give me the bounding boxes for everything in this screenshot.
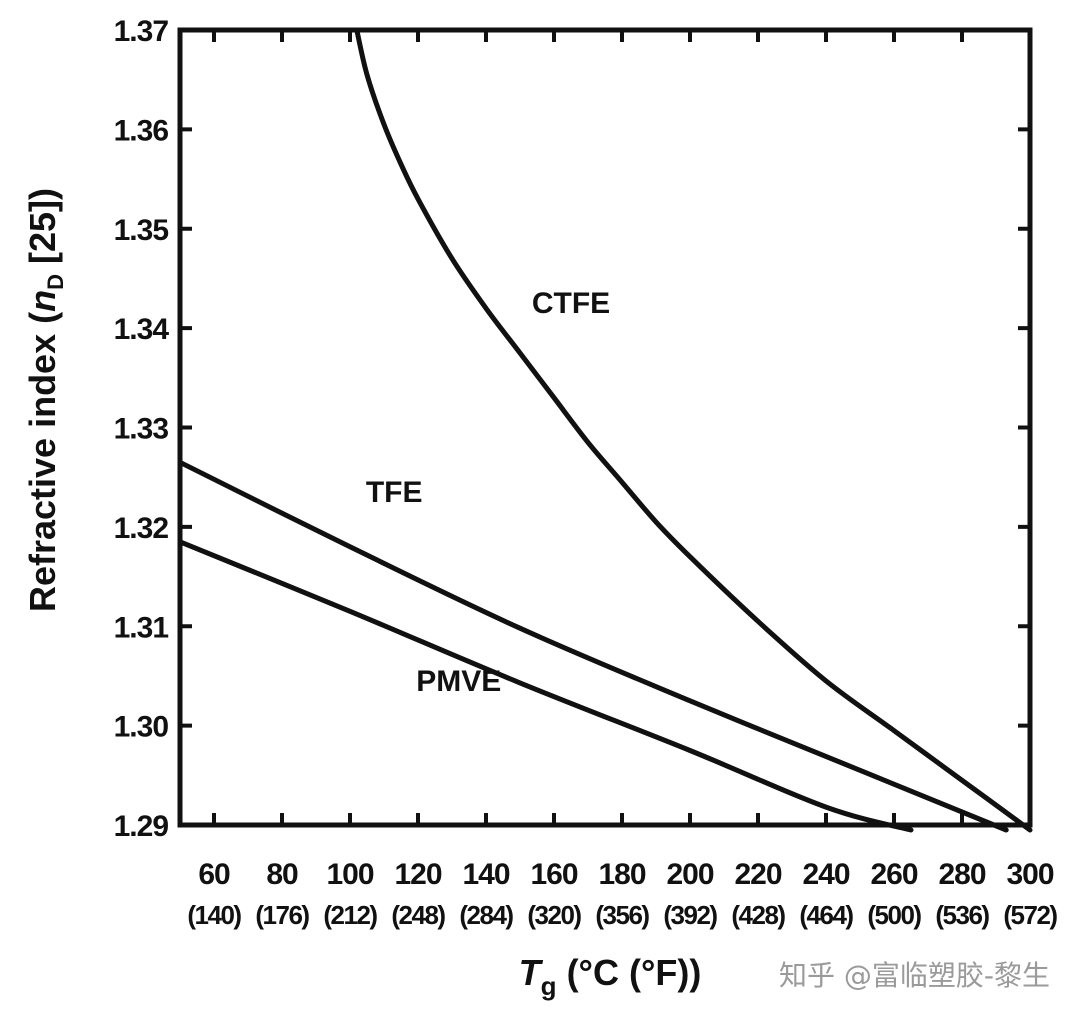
y-axis-title-sub: D <box>43 274 68 290</box>
x-tick-label-celsius: 220 <box>734 858 781 891</box>
x-tick-label-celsius: 180 <box>598 858 645 891</box>
x-tick-label-fahrenheit: (572) <box>1003 900 1057 930</box>
x-tick-label-celsius: 200 <box>666 858 713 891</box>
y-axis-title-italic: n <box>22 290 63 312</box>
series-annotations: CTFE TFE PMVE <box>366 287 610 698</box>
y-tick-label: 1.36 <box>114 114 169 147</box>
x-axis-ticks: 60 (140) 80 (176) 100 (212) 120 (248) 140 (284) 16… <box>187 30 1059 930</box>
x-tick-label-celsius: 100 <box>326 858 373 891</box>
x-axis-title-rest: (°C (°F)) <box>557 952 702 993</box>
x-tick-label-fahrenheit: (212) <box>323 900 377 930</box>
y-tick-label: 1.30 <box>114 711 169 744</box>
x-tick-label-fahrenheit: (320) <box>527 900 581 930</box>
series-lines <box>177 27 1033 833</box>
y-axis-title-rest: [25]) <box>22 188 63 274</box>
y-axis-title: Refractive index (nD [25]) <box>22 188 68 612</box>
y-tick-label: 1.29 <box>114 810 169 843</box>
x-axis-title: Tg (°C (°F)) <box>519 952 702 1001</box>
x-tick-label-fahrenheit: (356) <box>595 900 649 930</box>
series-label-ctfe: CTFE <box>532 287 610 320</box>
x-tick-label-fahrenheit: (140) <box>187 900 241 930</box>
plot-frame <box>177 27 1033 828</box>
x-tick-label-fahrenheit: (392) <box>663 900 717 930</box>
x-tick-label-celsius: 80 <box>266 858 298 891</box>
plot-frame-group <box>177 27 1033 828</box>
x-tick-label-celsius: 120 <box>394 858 441 891</box>
x-tick-label-fahrenheit: (284) <box>459 900 513 930</box>
x-tick-label-fahrenheit: (464) <box>799 900 853 930</box>
x-tick-label-celsius: 240 <box>802 858 849 891</box>
y-tick-label: 1.32 <box>114 512 169 545</box>
series-line-ctfe <box>354 27 1033 833</box>
x-tick-label-celsius: 160 <box>530 858 577 891</box>
x-tick-label-celsius: 300 <box>1006 858 1053 891</box>
x-tick-label-celsius: 60 <box>198 858 230 891</box>
x-axis-title-main: T <box>519 952 544 993</box>
x-tick-label-fahrenheit: (500) <box>867 900 921 930</box>
series-label-tfe: TFE <box>366 476 423 509</box>
watermark: 知乎 @富临塑胶-黎生 <box>779 959 1050 992</box>
x-tick-label-fahrenheit: (248) <box>391 900 445 930</box>
series-line-pmve <box>177 539 914 833</box>
x-tick-label-celsius: 260 <box>870 858 917 891</box>
y-tick-label: 1.35 <box>114 214 169 247</box>
x-tick-label-fahrenheit: (536) <box>935 900 989 930</box>
y-tick-label: 1.37 <box>114 15 169 48</box>
y-tick-label: 1.33 <box>114 413 169 446</box>
x-tick-label-fahrenheit: (176) <box>255 900 309 930</box>
y-tick-label: 1.34 <box>114 313 170 346</box>
series-label-pmve: PMVE <box>416 665 501 698</box>
x-tick-label-celsius: 140 <box>462 858 509 891</box>
y-axis-title-main: Refractive index ( <box>22 312 63 612</box>
y-axis-ticks: 1.29 1.30 1.31 1.32 1.33 1.34 1.35 1.36 1.37 <box>114 15 1030 843</box>
y-tick-label: 1.31 <box>114 611 169 644</box>
x-tick-label-fahrenheit: (428) <box>731 900 785 930</box>
x-axis-title-sub: g <box>541 971 557 1001</box>
x-tick-label-celsius: 280 <box>938 858 985 891</box>
series-line-tfe <box>177 459 1009 833</box>
